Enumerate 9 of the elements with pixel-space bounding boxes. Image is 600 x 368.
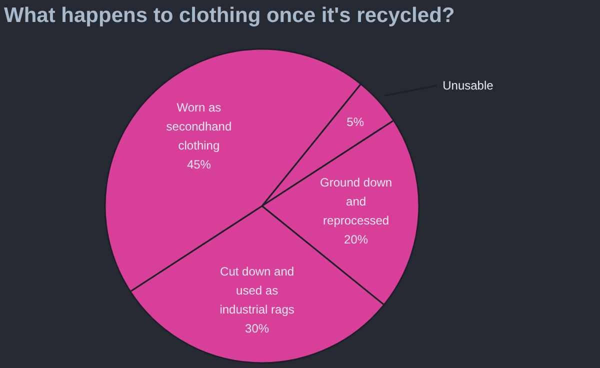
slice-label: Worn as secondhand clothing	[166, 100, 232, 152]
data-label: 20%	[344, 232, 368, 246]
slice-label: Ground down and reprocessed	[320, 175, 392, 228]
slice-label: Unusable	[442, 78, 494, 93]
chart-title: What happens to clothing once it's recycled?	[4, 4, 455, 27]
data-label: 5%	[346, 114, 364, 129]
slice-label: Cut down and used as industrial rags	[220, 264, 294, 317]
data-label: 45%	[186, 157, 212, 172]
data-label: 30%	[245, 322, 270, 336]
